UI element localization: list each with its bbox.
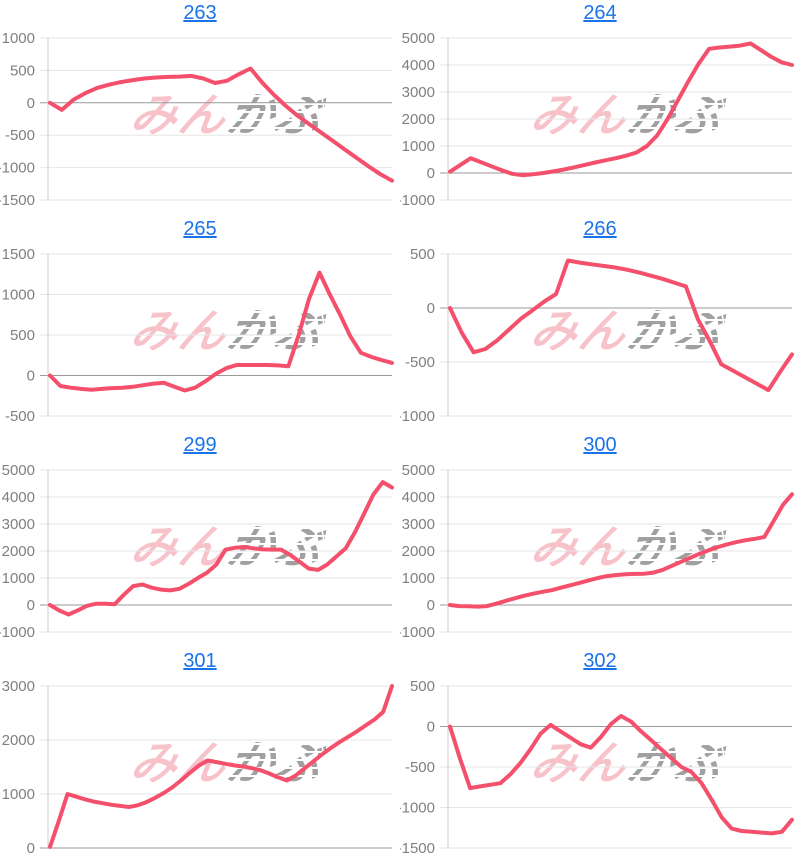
svg-text:-1000: -1000 <box>0 624 35 641</box>
line-chart-299: 5000 4000 3000 2000 1000 0 -1000 <box>0 462 394 641</box>
chart-title-link-266[interactable]: 266 <box>583 218 617 240</box>
svg-text:-500: -500 <box>5 408 35 425</box>
svg-text:-1500: -1500 <box>400 840 435 857</box>
svg-text:0: 0 <box>27 368 35 385</box>
chart-title-link-265[interactable]: 265 <box>183 218 217 240</box>
svg-text:4000: 4000 <box>2 489 35 506</box>
svg-text:3000: 3000 <box>402 516 435 533</box>
svg-text:-1000: -1000 <box>400 800 435 817</box>
svg-text:2000: 2000 <box>2 543 35 560</box>
svg-text:0: 0 <box>427 300 435 317</box>
svg-text:-1000: -1000 <box>400 624 435 641</box>
svg-text:0: 0 <box>27 840 35 857</box>
chart-title-link-302[interactable]: 302 <box>583 650 617 672</box>
chart-panel-302: 302 みんかぶ 500 0 -500 -1000 -1500 <box>400 648 800 864</box>
svg-text:5000: 5000 <box>2 462 35 479</box>
svg-text:1000: 1000 <box>2 570 35 587</box>
line-chart-266: 500 0 -500 -1000 <box>400 246 794 425</box>
svg-text:-500: -500 <box>405 354 435 371</box>
line-chart-301: 3000 2000 1000 0 <box>2 678 394 857</box>
chart-panel-263: 263 みんかぶ 1000 500 0 -500 -1000 -1500 <box>0 0 400 216</box>
svg-text:2000: 2000 <box>402 543 435 560</box>
svg-text:500: 500 <box>10 327 35 344</box>
svg-text:4000: 4000 <box>402 489 435 506</box>
line-chart-265: 1500 1000 500 0 -500 <box>2 246 394 425</box>
svg-text:-500: -500 <box>5 127 35 144</box>
svg-text:2000: 2000 <box>2 732 35 749</box>
svg-text:500: 500 <box>410 678 435 695</box>
svg-text:-500: -500 <box>405 759 435 776</box>
chart-title-link-263[interactable]: 263 <box>183 2 217 24</box>
svg-text:5000: 5000 <box>402 30 435 47</box>
svg-text:3000: 3000 <box>2 678 35 695</box>
svg-text:1000: 1000 <box>402 138 435 155</box>
svg-text:-1000: -1000 <box>400 408 435 425</box>
chart-title-link-301[interactable]: 301 <box>183 650 217 672</box>
svg-text:3000: 3000 <box>402 84 435 101</box>
chart-panel-301: 301 みんかぶ 3000 2000 1000 0 <box>0 648 400 864</box>
line-chart-300: 5000 4000 3000 2000 1000 0 -1000 <box>400 462 794 641</box>
svg-text:1500: 1500 <box>2 246 35 263</box>
line-chart-264: 5000 4000 3000 2000 1000 0 -1000 <box>400 30 794 209</box>
chart-panel-266: 266 みんかぶ 500 0 -500 -1000 <box>400 216 800 432</box>
svg-text:-1500: -1500 <box>0 192 35 209</box>
svg-text:0: 0 <box>27 597 35 614</box>
svg-text:-1000: -1000 <box>0 160 35 177</box>
chart-panel-265: 265 みんかぶ 1500 1000 500 0 -500 <box>0 216 400 432</box>
svg-text:4000: 4000 <box>402 57 435 74</box>
line-chart-263: 1000 500 0 -500 -1000 -1500 <box>0 30 394 209</box>
chart-title-link-299[interactable]: 299 <box>183 434 217 456</box>
svg-text:500: 500 <box>10 62 35 79</box>
chart-panel-264: 264 みんかぶ 5000 4000 3000 2000 1000 0 -1000 <box>400 0 800 216</box>
svg-text:0: 0 <box>427 165 435 182</box>
svg-text:500: 500 <box>410 246 435 263</box>
svg-text:0: 0 <box>427 597 435 614</box>
svg-text:1000: 1000 <box>402 570 435 587</box>
svg-text:3000: 3000 <box>2 516 35 533</box>
chart-panel-300: 300 みんかぶ 5000 4000 3000 2000 1000 0 -1000 <box>400 432 800 648</box>
svg-text:1000: 1000 <box>2 30 35 47</box>
chart-title-link-300[interactable]: 300 <box>583 434 617 456</box>
svg-text:1000: 1000 <box>2 287 35 304</box>
svg-text:1000: 1000 <box>2 786 35 803</box>
svg-text:-1000: -1000 <box>400 192 435 209</box>
svg-text:2000: 2000 <box>402 111 435 128</box>
svg-text:0: 0 <box>427 719 435 736</box>
svg-text:0: 0 <box>27 95 35 112</box>
chart-panel-299: 299 みんかぶ 5000 4000 3000 2000 1000 0 -1000 <box>0 432 400 648</box>
svg-text:5000: 5000 <box>402 462 435 479</box>
chart-title-link-264[interactable]: 264 <box>583 2 617 24</box>
line-chart-302: 500 0 -500 -1000 -1500 <box>400 678 794 857</box>
